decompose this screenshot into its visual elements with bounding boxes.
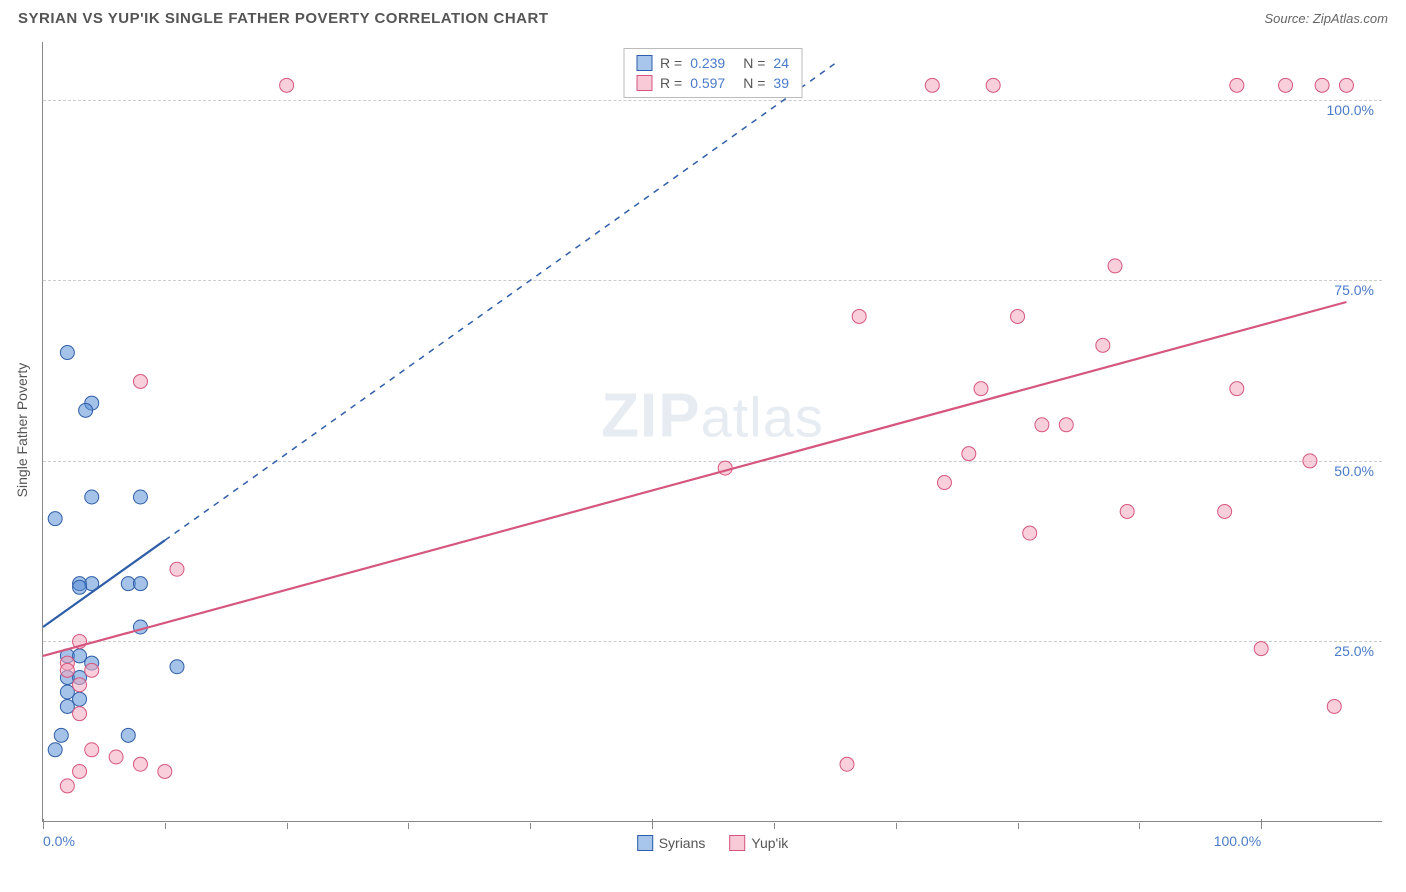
source-prefix: Source: [1264, 11, 1312, 26]
source-attribution: Source: ZipAtlas.com [1264, 11, 1388, 26]
chart-title: SYRIAN VS YUP'IK SINGLE FATHER POVERTY C… [18, 10, 549, 27]
y-axis-title: Single Father Poverty [14, 363, 30, 498]
n-label: N = [743, 75, 765, 91]
r-value-yupik: 0.597 [690, 75, 725, 91]
data-point [1218, 504, 1232, 518]
data-point [937, 476, 951, 490]
data-point [170, 660, 184, 674]
data-point [1230, 382, 1244, 396]
data-point [962, 447, 976, 461]
data-point [79, 403, 93, 417]
legend-row-syrians: R = 0.239 N = 24 [636, 53, 789, 73]
legend-label-yupik: Yup'ik [751, 835, 788, 851]
data-point [60, 663, 74, 677]
data-point [1254, 642, 1268, 656]
data-point [60, 685, 74, 699]
data-point [85, 743, 99, 757]
legend-swatch-yupik [636, 75, 652, 91]
y-tick-label: 50.0% [1334, 463, 1374, 479]
data-point [1303, 454, 1317, 468]
data-point [73, 580, 87, 594]
data-point [133, 374, 147, 388]
data-point [85, 490, 99, 504]
data-point [974, 382, 988, 396]
data-point [158, 764, 172, 778]
data-point [1108, 259, 1122, 273]
n-value-syrians: 24 [773, 55, 789, 71]
data-point [1230, 78, 1244, 92]
r-label: R = [660, 55, 682, 71]
data-point [48, 512, 62, 526]
r-value-syrians: 0.239 [690, 55, 725, 71]
n-label: N = [743, 55, 765, 71]
y-tick-label: 25.0% [1334, 643, 1374, 659]
data-point [280, 78, 294, 92]
r-label: R = [660, 75, 682, 91]
y-tick-label: 100.0% [1327, 102, 1374, 118]
data-point [54, 728, 68, 742]
legend-item-syrians: Syrians [637, 835, 706, 851]
data-point [1279, 78, 1293, 92]
chart-plot-area: ZIPatlas R = 0.239 N = 24 R = 0.597 N = … [42, 42, 1382, 822]
legend-swatch-yupik [729, 835, 745, 851]
data-point [1011, 309, 1025, 323]
data-point [60, 346, 74, 360]
data-point [73, 707, 87, 721]
series-legend: Syrians Yup'ik [637, 835, 789, 851]
data-point [1059, 418, 1073, 432]
data-point [73, 678, 87, 692]
data-point [60, 779, 74, 793]
data-point [85, 663, 99, 677]
data-point [60, 699, 74, 713]
data-point [109, 750, 123, 764]
x-tick-label: 100.0% [1214, 833, 1261, 849]
data-point [925, 78, 939, 92]
data-point [1327, 699, 1341, 713]
data-point [986, 78, 1000, 92]
data-point [1120, 504, 1134, 518]
data-point [170, 562, 184, 576]
x-tick-label: 0.0% [43, 833, 75, 849]
data-point [121, 728, 135, 742]
data-point [1315, 78, 1329, 92]
legend-item-yupik: Yup'ik [729, 835, 788, 851]
data-point [73, 692, 87, 706]
data-point [1339, 78, 1353, 92]
source-name: ZipAtlas.com [1313, 11, 1388, 26]
data-point [73, 649, 87, 663]
data-point [133, 490, 147, 504]
data-point [1096, 338, 1110, 352]
data-point [73, 764, 87, 778]
n-value-yupik: 39 [773, 75, 789, 91]
chart-header: SYRIAN VS YUP'IK SINGLE FATHER POVERTY C… [0, 0, 1406, 35]
data-point [840, 757, 854, 771]
legend-label-syrians: Syrians [659, 835, 706, 851]
legend-swatch-syrians [637, 835, 653, 851]
legend-row-yupik: R = 0.597 N = 39 [636, 73, 789, 93]
data-point [1035, 418, 1049, 432]
scatter-plot-svg [43, 42, 1382, 821]
legend-swatch-syrians [636, 55, 652, 71]
correlation-legend: R = 0.239 N = 24 R = 0.597 N = 39 [623, 48, 802, 98]
data-point [1023, 526, 1037, 540]
data-point [852, 309, 866, 323]
y-tick-label: 75.0% [1334, 282, 1374, 298]
data-point [133, 577, 147, 591]
data-point [48, 743, 62, 757]
data-point [133, 757, 147, 771]
